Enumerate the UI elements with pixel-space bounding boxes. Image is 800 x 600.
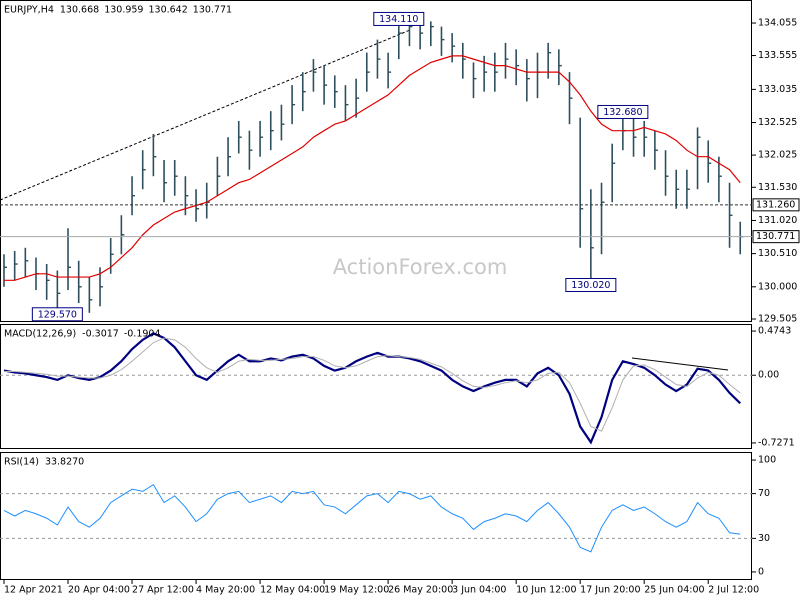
y-tick-label: 133.555 bbox=[758, 50, 797, 61]
y-tick-label: 30 bbox=[758, 533, 770, 544]
panel-title: MACD(12,26,9) bbox=[4, 329, 76, 340]
macd-panel bbox=[0, 324, 752, 449]
panel-title: RSI(14) bbox=[4, 457, 39, 468]
y-tick-label: 0.4743 bbox=[758, 326, 791, 337]
indicator-line bbox=[3, 483, 741, 553]
header-value: 130.959 bbox=[104, 5, 143, 16]
y-tick-label: 132.525 bbox=[758, 117, 797, 128]
x-tick-label: 12 May 04:00 bbox=[260, 585, 325, 596]
x-tick-label: 27 Apr 12:00 bbox=[132, 585, 194, 596]
level-label: 131.260 bbox=[756, 199, 795, 210]
y-tick-label: 70 bbox=[758, 488, 770, 499]
y-tick-label: 129.505 bbox=[758, 314, 797, 325]
x-tick-label: 12 Apr 2021 bbox=[4, 585, 63, 596]
watermark: ActionForex.com bbox=[333, 255, 508, 279]
x-tick-label: 10 Jun 12:00 bbox=[516, 585, 576, 596]
x-tick-label: 25 Jun 04:00 bbox=[644, 585, 704, 596]
y-tick-label: 0.00 bbox=[758, 370, 779, 381]
price-panel bbox=[0, 0, 752, 322]
x-tick-label: 26 May 20:00 bbox=[388, 585, 453, 596]
indicator-line bbox=[4, 337, 741, 432]
header-value: 130.668 bbox=[60, 5, 99, 16]
y-tick-label: 131.020 bbox=[758, 215, 797, 226]
header-value: 130.771 bbox=[193, 5, 232, 16]
y-tick-label: 0 bbox=[758, 566, 764, 577]
y-tick-label: 132.025 bbox=[758, 150, 797, 161]
header-value: -0.1904 bbox=[124, 329, 161, 340]
annotation: 132.680 bbox=[603, 107, 642, 118]
annotation-box bbox=[565, 278, 617, 293]
annotation: 129.570 bbox=[38, 309, 77, 320]
level-label-box bbox=[752, 198, 800, 212]
annotation-box bbox=[31, 307, 83, 322]
level-label-box bbox=[752, 230, 800, 244]
x-tick-label: 20 Apr 04:00 bbox=[68, 585, 130, 596]
x-tick-label: 3 Jun 04:00 bbox=[452, 585, 506, 596]
y-tick-label: 133.035 bbox=[758, 84, 797, 95]
moving-average bbox=[4, 55, 741, 281]
x-tick-label: 17 Jun 20:00 bbox=[580, 585, 640, 596]
y-tick-label: 130.000 bbox=[758, 281, 797, 292]
y-tick-label: -0.7271 bbox=[758, 437, 795, 448]
annotation: 130.020 bbox=[571, 280, 610, 291]
y-tick-label: 130.510 bbox=[758, 248, 797, 259]
header-value: 130.642 bbox=[148, 5, 187, 16]
annotation-box bbox=[373, 11, 425, 26]
indicator-line bbox=[3, 332, 741, 445]
rsi-panel bbox=[0, 452, 752, 580]
divergence-line bbox=[631, 357, 729, 371]
x-tick-label: 2 Jul 12:00 bbox=[708, 585, 759, 596]
level-label: 130.771 bbox=[756, 231, 795, 242]
y-tick-label: 100 bbox=[758, 455, 776, 466]
annotation: 134.110 bbox=[379, 14, 418, 25]
trend-line bbox=[0, 29, 411, 201]
y-tick-label: 134.055 bbox=[758, 18, 797, 29]
x-tick-label: 4 May 20:00 bbox=[196, 585, 255, 596]
annotation-box bbox=[597, 104, 649, 119]
x-tick-label: 19 May 12:00 bbox=[324, 585, 389, 596]
header-value: -0.3017 bbox=[82, 329, 119, 340]
panel-title: EURJPY,H4 bbox=[4, 5, 54, 16]
y-tick-label: 131.530 bbox=[758, 182, 797, 193]
header-value: 33.8270 bbox=[45, 457, 84, 468]
